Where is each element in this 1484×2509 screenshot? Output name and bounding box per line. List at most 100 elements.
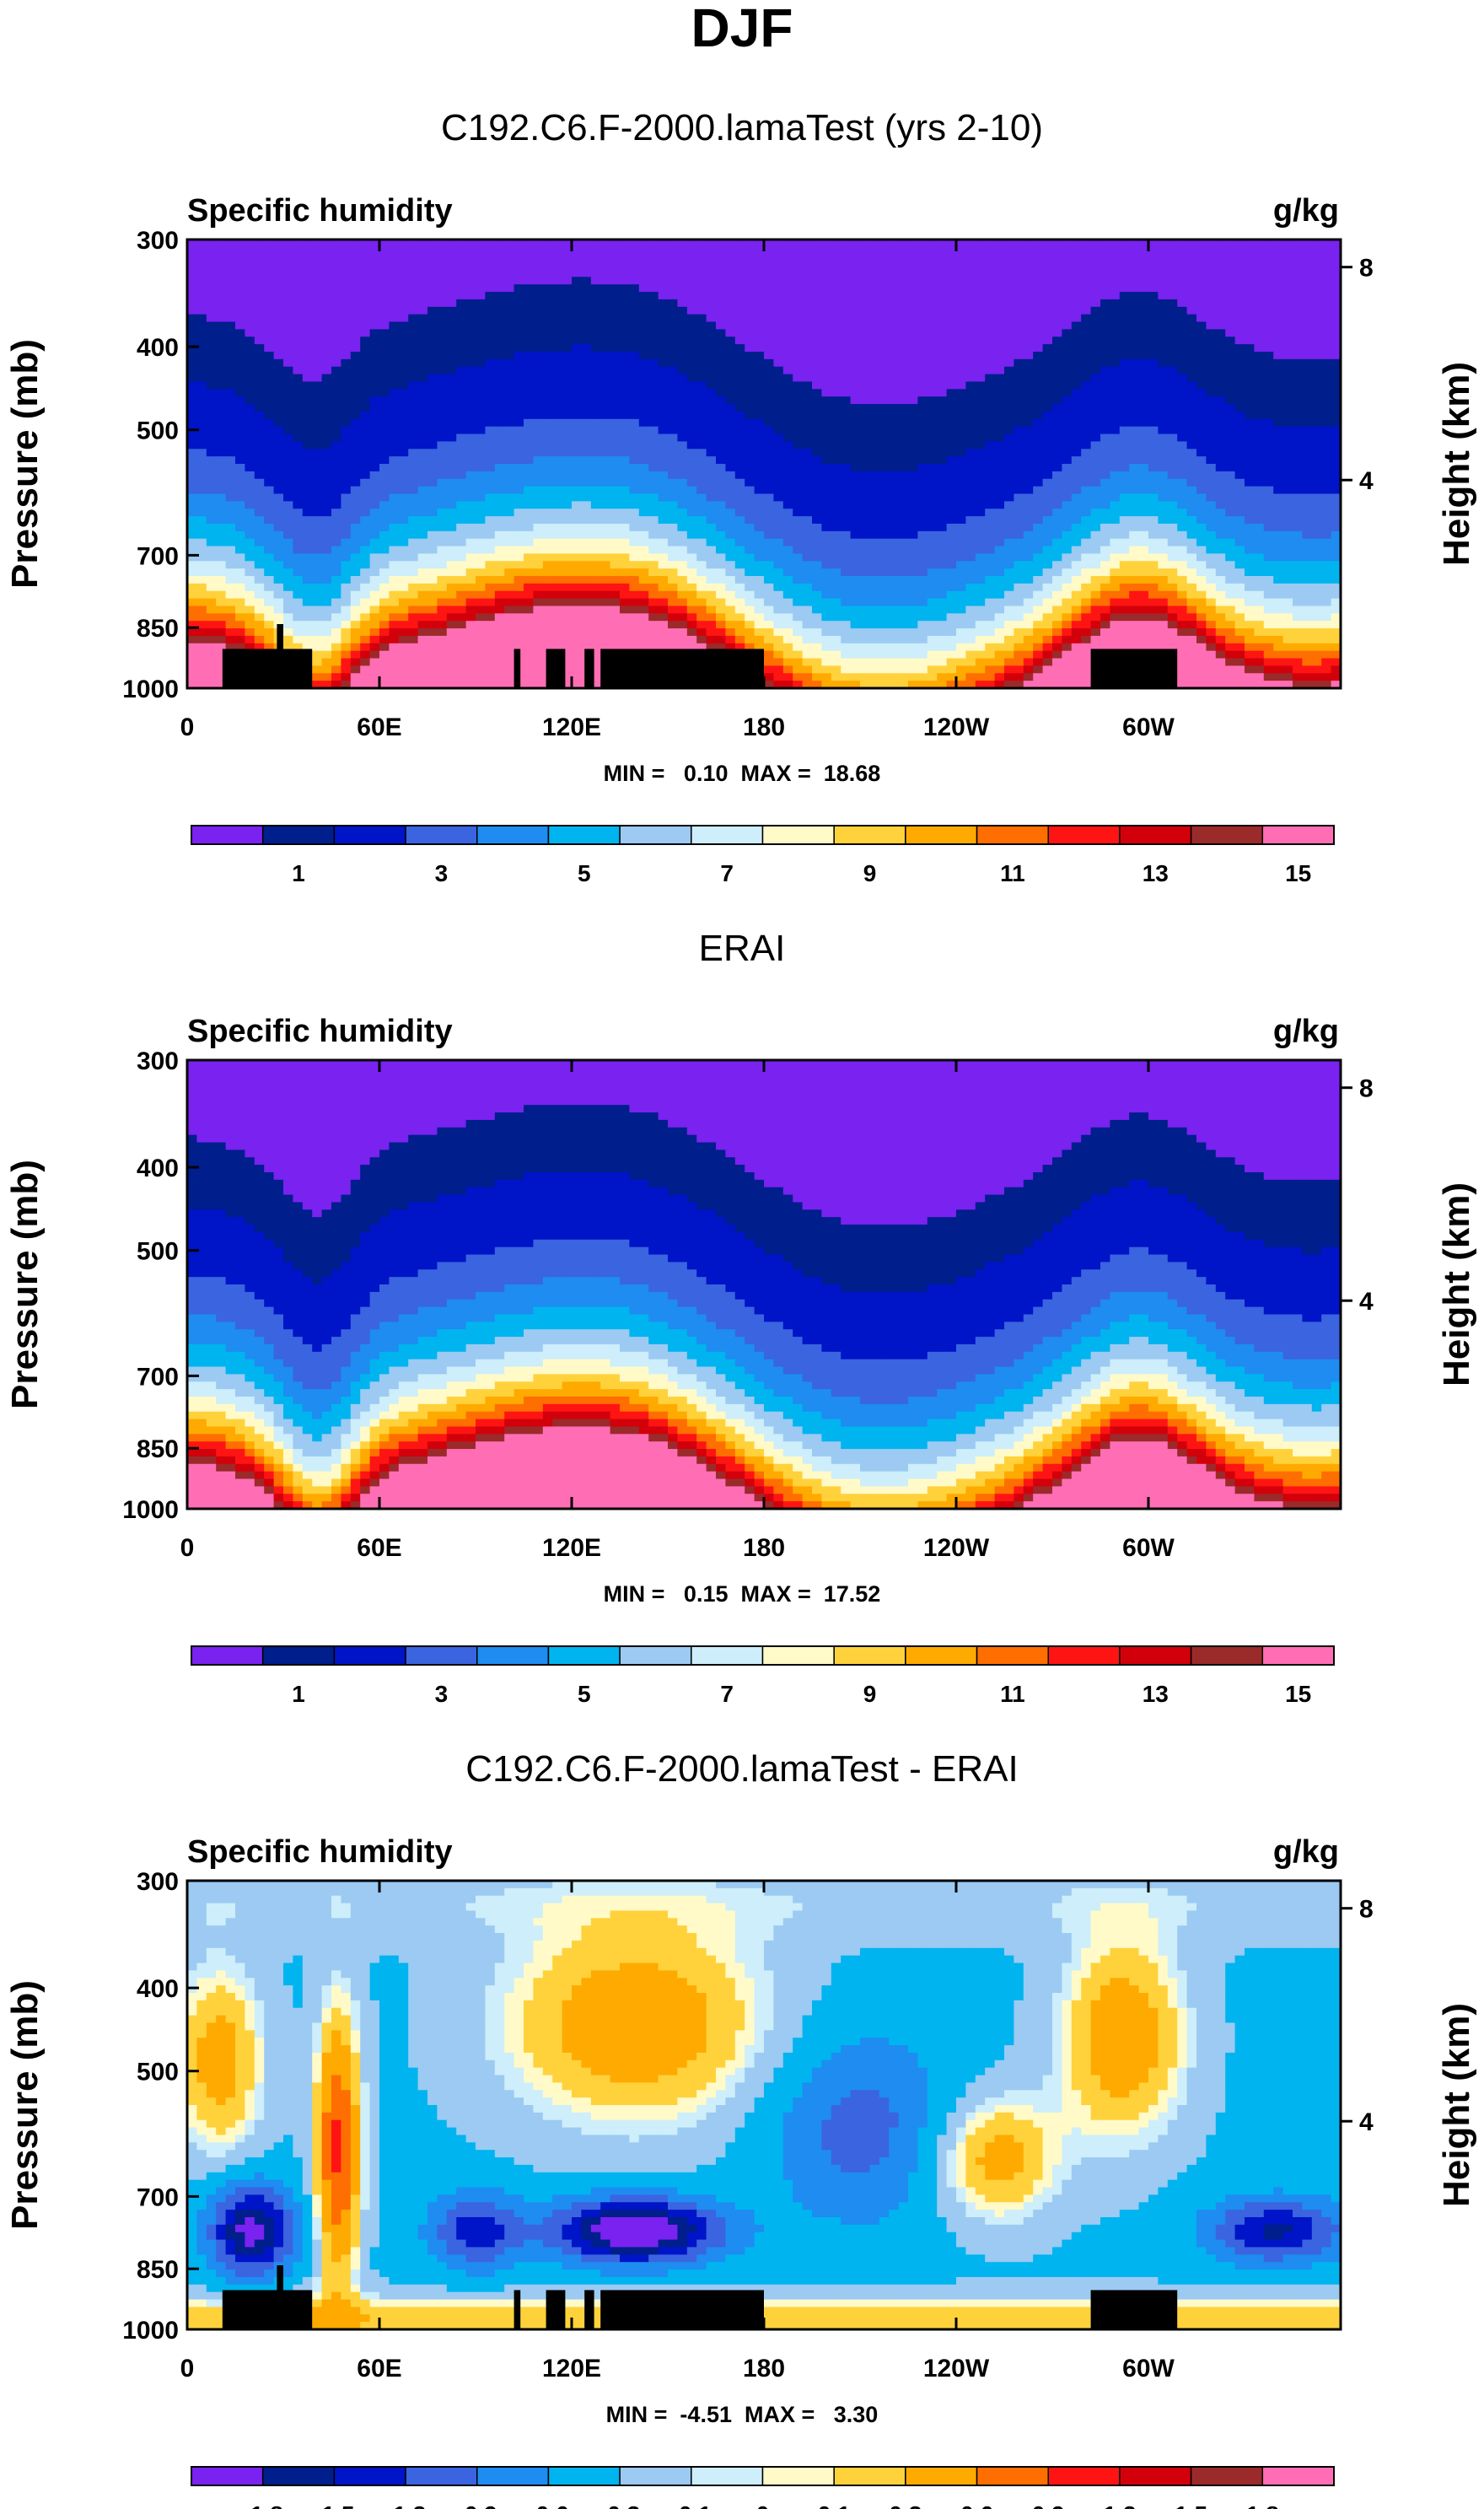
contour-cell — [677, 254, 688, 263]
contour-cell — [273, 464, 284, 472]
contour-cell — [629, 493, 640, 502]
contour-cell — [773, 314, 784, 323]
contour-cell — [985, 516, 996, 525]
contour-cell — [879, 329, 890, 337]
contour-cell — [821, 530, 832, 540]
contour-cell — [648, 404, 659, 412]
contour-cell — [927, 284, 938, 293]
contour-cell — [677, 389, 688, 397]
contour-cell — [917, 284, 928, 293]
contour-cell — [965, 464, 976, 472]
contour-cell — [206, 486, 217, 495]
contour-cell — [706, 381, 717, 390]
contour-cell — [524, 269, 534, 277]
contour-cell — [706, 471, 717, 480]
contour-cell — [331, 329, 341, 337]
contour-cell — [312, 240, 323, 248]
contour-cell — [956, 404, 966, 412]
contour-cell — [533, 306, 544, 315]
contour-cell — [610, 411, 621, 420]
contour-cell — [494, 254, 505, 263]
contour-cell — [533, 337, 544, 345]
contour-cell — [1042, 337, 1053, 345]
contour-cell — [408, 493, 419, 502]
contour-cell — [321, 471, 332, 480]
contour-cell — [187, 516, 197, 525]
contour-cell — [196, 374, 207, 383]
contour-cell — [1293, 516, 1303, 525]
contour-cell — [427, 344, 438, 353]
contour-cell — [245, 374, 255, 383]
contour-cell — [793, 546, 804, 554]
contour-cell — [216, 306, 227, 315]
contour-cell — [283, 449, 293, 457]
contour-cell — [754, 352, 765, 360]
contour-cell — [504, 306, 515, 315]
contour-cell — [850, 306, 861, 315]
contour-cell — [812, 538, 822, 547]
contour-cell — [283, 277, 293, 285]
contour-cell — [427, 426, 438, 435]
contour-cell — [917, 261, 928, 271]
contour-cell — [686, 516, 697, 525]
contour-cell — [1234, 246, 1245, 256]
contour-cell — [1302, 456, 1313, 465]
contour-cell — [504, 314, 515, 323]
contour-cell — [1186, 337, 1197, 345]
contour-cell — [187, 374, 197, 383]
contour-cell — [572, 374, 582, 383]
contour-cell — [562, 381, 573, 390]
contour-cell — [1196, 449, 1207, 457]
contour-cell — [1129, 344, 1140, 353]
contour-cell — [1110, 523, 1121, 532]
contour-cell — [1004, 366, 1014, 375]
contour-cell — [706, 411, 717, 420]
contour-cell — [908, 501, 918, 509]
contour-cell — [1167, 261, 1178, 271]
contour-cell — [754, 366, 765, 375]
contour-cell — [658, 337, 669, 345]
contour-cell — [504, 546, 515, 554]
contour-cell — [1158, 404, 1169, 412]
contour-cell — [302, 426, 313, 435]
contour-cell — [264, 389, 275, 397]
contour-cell — [1311, 464, 1322, 472]
contour-cell — [427, 493, 438, 502]
contour-cell — [764, 516, 774, 525]
contour-cell — [1119, 523, 1130, 532]
contour-cell — [1033, 509, 1044, 517]
contour-cell — [562, 546, 573, 554]
contour-cell — [1206, 523, 1217, 532]
contour-cell — [956, 292, 966, 300]
contour-cell — [273, 366, 284, 375]
contour-cell — [1254, 411, 1265, 420]
contour-cell — [524, 471, 534, 480]
contour-cell — [985, 246, 996, 256]
contour-cell — [1158, 329, 1169, 337]
contour-cell — [965, 523, 976, 532]
contour-cell — [600, 546, 611, 554]
contour-cell — [235, 381, 245, 390]
contour-cell — [302, 501, 313, 509]
contour-cell — [869, 358, 880, 368]
contour-cell — [802, 261, 813, 271]
contour-cell — [965, 493, 976, 502]
contour-cell — [1331, 374, 1342, 383]
contour-cell — [369, 329, 380, 337]
contour-cell — [1014, 292, 1024, 300]
contour-cell — [216, 240, 227, 248]
contour-cell — [216, 246, 227, 256]
contour-cell — [312, 321, 323, 330]
contour-cell — [831, 240, 841, 248]
contour-cell — [1293, 358, 1303, 368]
contour-cell — [917, 478, 928, 487]
contour-cell — [879, 478, 890, 487]
contour-cell — [1148, 449, 1159, 457]
contour-cell — [975, 366, 986, 375]
contour-cell — [965, 299, 976, 308]
contour-cell — [802, 471, 813, 480]
contour-cell — [1311, 358, 1322, 368]
contour-cell — [1302, 306, 1313, 315]
contour-cell — [1004, 269, 1014, 277]
contour-cell — [225, 254, 236, 263]
